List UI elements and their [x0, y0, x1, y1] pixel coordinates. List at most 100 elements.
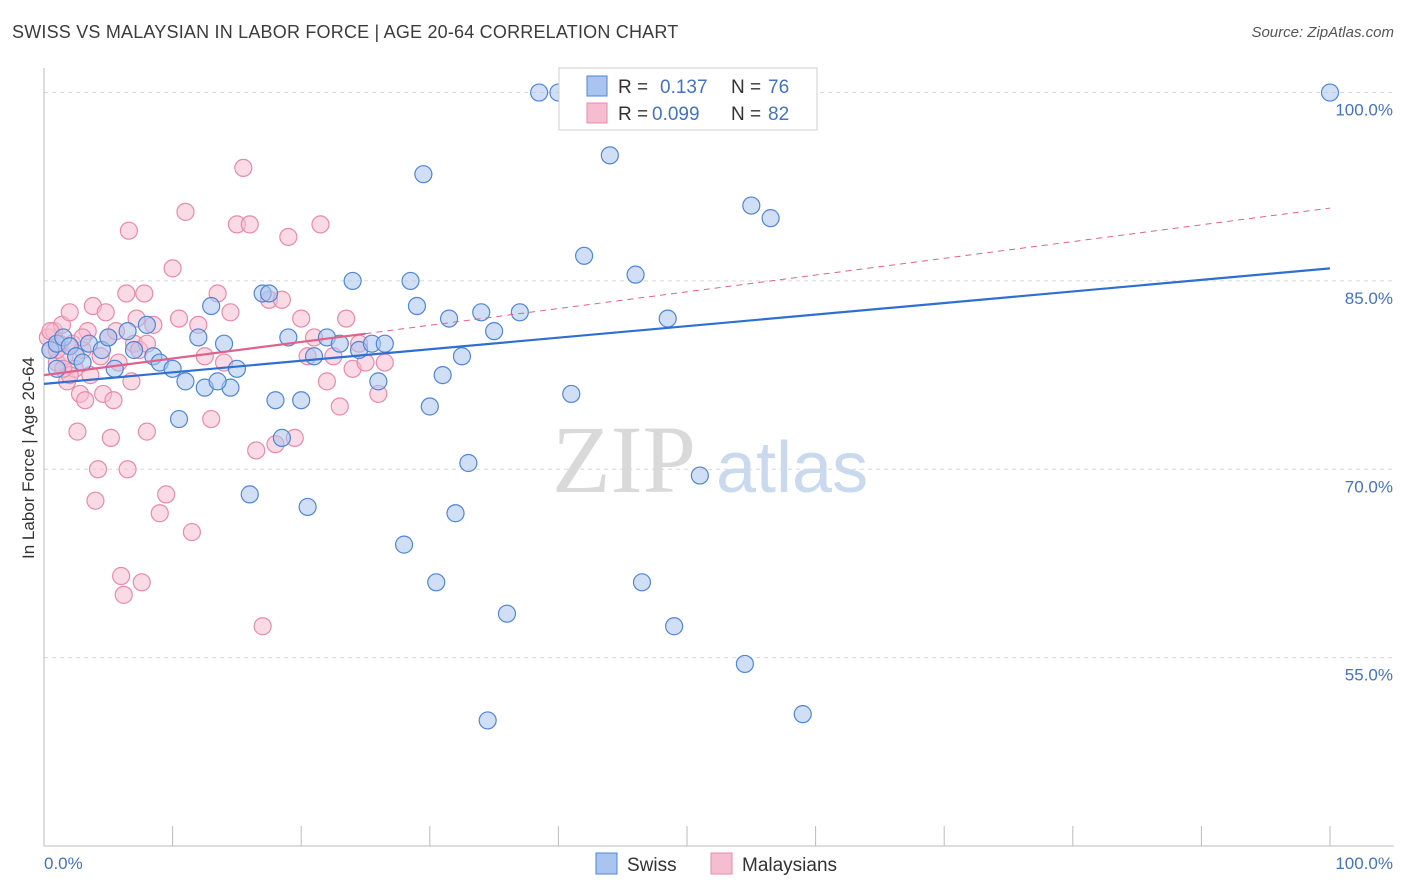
swiss-point: [214, 334, 234, 353]
swiss-point: [575, 246, 594, 265]
swiss-point: [401, 271, 420, 291]
legend-malay-r-value: 0.099: [652, 104, 700, 125]
swiss-point: [626, 265, 645, 284]
legend-malay-n-label: N =: [731, 104, 761, 125]
malaysians-point: [234, 158, 253, 178]
legend-swiss-r-value: 0.137: [660, 77, 708, 98]
malaysians-point: [112, 566, 131, 586]
malaysians-point: [317, 372, 337, 391]
legend-swiss-r-label: R =: [618, 77, 648, 98]
malaysians-point: [195, 347, 214, 366]
malaysians-point: [60, 303, 79, 322]
malaysians-point: [169, 309, 189, 328]
swiss-point: [266, 391, 285, 410]
y-tick-label: 100.0%: [1335, 101, 1393, 120]
y-tick-label: 55.0%: [1345, 666, 1393, 685]
swiss-point: [420, 397, 439, 416]
swiss-point: [343, 271, 362, 291]
malaysians-point: [137, 422, 156, 441]
y-tick-label: 85.0%: [1345, 289, 1393, 308]
malaysians-point: [375, 353, 394, 372]
malaysians-point: [163, 259, 182, 278]
swiss-point: [279, 328, 298, 347]
malaysians-point: [279, 227, 298, 247]
malaysians-point: [132, 573, 151, 592]
swiss-point: [665, 617, 684, 636]
watermark-zip: ZIP: [552, 406, 696, 513]
swiss-point: [452, 347, 472, 366]
swiss-point: [369, 372, 388, 391]
malaysians-point: [330, 397, 349, 416]
bottom-legend-swatch-malay: [710, 852, 733, 875]
source-label: Source: ZipAtlas.com: [1251, 24, 1394, 41]
swiss-point: [742, 196, 761, 215]
swiss-point: [169, 409, 189, 429]
swiss-point: [202, 296, 221, 316]
watermark-atlas: atlas: [716, 428, 868, 508]
swiss-point: [227, 359, 246, 378]
swiss-point: [658, 309, 677, 328]
malaysians-point: [240, 215, 259, 234]
swiss-point: [459, 453, 478, 473]
swiss-point: [176, 372, 195, 391]
malaysians-point: [88, 460, 108, 479]
legend-swatch-malay: [586, 102, 608, 124]
legend-swiss-n-label: N =: [731, 77, 761, 98]
x-ticks: [43, 826, 1331, 846]
swiss-points: [41, 83, 1340, 730]
malaysians-point: [247, 441, 266, 460]
swiss-point: [163, 359, 182, 378]
swiss-point: [485, 322, 504, 341]
bottom-legend-malay: Malaysians: [742, 855, 837, 876]
malaysians-point: [135, 284, 154, 303]
swiss-point: [530, 83, 549, 102]
swiss-point: [478, 711, 497, 730]
y-tick-labels: 55.0% 70.0% 85.0% 100.0%: [1335, 101, 1393, 685]
swiss-point: [137, 315, 156, 334]
malaysians-point: [337, 309, 356, 328]
swiss-point: [407, 296, 427, 316]
malaysians-point: [182, 522, 201, 542]
chart-title: SWISS VS MALAYSIAN IN LABOR FORCE | AGE …: [12, 22, 679, 42]
legend-swatch-swiss: [586, 75, 608, 97]
swiss-point: [439, 309, 459, 328]
swiss-point: [446, 504, 465, 523]
malaysians-point: [150, 504, 169, 523]
swiss-point: [497, 604, 517, 623]
malaysians-point: [104, 391, 123, 410]
swiss-point: [118, 322, 137, 341]
grid-lines: [44, 92, 1394, 659]
swiss-point: [375, 334, 394, 353]
malaysians-point: [76, 391, 95, 410]
swiss-trend-line: [43, 267, 1331, 385]
swiss-point: [105, 359, 124, 378]
swiss-point: [793, 705, 812, 724]
legend-box: R = 0.137 N = 76 R = 0.099 N = 82: [558, 67, 818, 131]
bottom-legend-swiss: Swiss: [627, 855, 677, 876]
malaysians-point: [119, 221, 138, 240]
swiss-point: [414, 165, 433, 184]
swiss-point: [510, 303, 529, 322]
swiss-point: [298, 497, 317, 517]
trend-lines: [43, 207, 1331, 385]
swiss-point: [735, 654, 754, 674]
legend-malay-n-value: 82: [768, 104, 789, 125]
y-axis-title: In Labor Force | Age 20-64: [19, 357, 38, 559]
y-tick-label: 70.0%: [1345, 477, 1393, 496]
malaysians-point: [157, 485, 176, 504]
legend-swiss-n-value: 76: [768, 77, 789, 98]
malaysians-point: [311, 215, 330, 234]
malaysians-point: [253, 617, 272, 636]
swiss-point: [99, 328, 118, 347]
swiss-point: [189, 328, 208, 347]
malaysians-trend-line: [43, 332, 366, 377]
swiss-point: [472, 303, 491, 322]
bottom-legend-swatch-swiss: [595, 852, 618, 875]
malaysians-point: [96, 303, 115, 322]
swiss-point: [208, 372, 227, 391]
bottom-legend: Swiss Malaysians: [595, 852, 837, 876]
swiss-point: [394, 535, 414, 554]
malaysians-trend-extension: [365, 207, 1331, 335]
swiss-point: [330, 334, 349, 353]
